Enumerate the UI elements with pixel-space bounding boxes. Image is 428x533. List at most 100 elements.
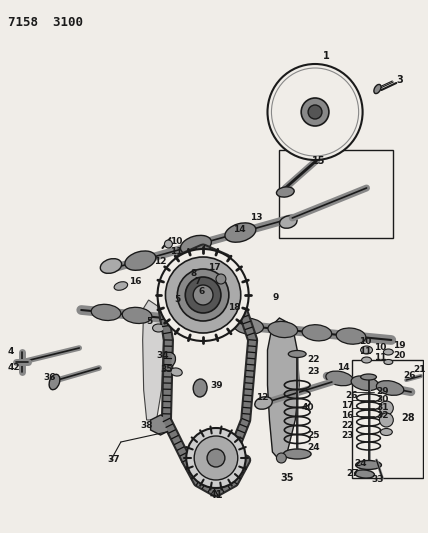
Text: 42: 42	[8, 364, 21, 373]
Text: 22: 22	[307, 356, 320, 365]
Text: 29: 29	[377, 387, 389, 397]
Text: 23: 23	[341, 431, 353, 440]
Text: 8: 8	[190, 270, 196, 279]
Text: 7: 7	[194, 278, 201, 287]
Circle shape	[177, 269, 229, 321]
Ellipse shape	[361, 346, 372, 354]
Text: 37: 37	[107, 456, 119, 464]
Ellipse shape	[122, 308, 152, 324]
Circle shape	[193, 285, 213, 305]
Text: 26: 26	[345, 391, 357, 400]
Ellipse shape	[196, 314, 226, 330]
Text: 33: 33	[372, 475, 384, 484]
Text: 34: 34	[157, 351, 169, 359]
Ellipse shape	[268, 321, 297, 337]
Ellipse shape	[100, 259, 122, 273]
Circle shape	[301, 98, 329, 126]
Text: 23: 23	[307, 367, 320, 376]
Ellipse shape	[114, 282, 128, 290]
Ellipse shape	[376, 381, 404, 395]
Text: 15: 15	[312, 156, 326, 166]
Ellipse shape	[384, 359, 393, 365]
Ellipse shape	[49, 374, 60, 390]
Polygon shape	[151, 415, 170, 435]
Ellipse shape	[276, 187, 294, 197]
Circle shape	[166, 257, 241, 333]
Text: 6: 6	[198, 287, 205, 296]
Ellipse shape	[225, 223, 256, 242]
Circle shape	[380, 401, 393, 415]
Ellipse shape	[283, 449, 311, 459]
Text: 24: 24	[307, 443, 320, 453]
Circle shape	[216, 274, 226, 284]
Text: 26: 26	[403, 370, 416, 379]
Text: 28: 28	[401, 413, 415, 423]
Circle shape	[158, 249, 249, 341]
Ellipse shape	[181, 236, 211, 255]
Circle shape	[164, 240, 172, 248]
Ellipse shape	[362, 357, 372, 363]
Text: 5: 5	[147, 318, 153, 327]
Text: 17: 17	[208, 263, 221, 272]
Text: 39: 39	[210, 381, 223, 390]
Ellipse shape	[91, 304, 121, 320]
Text: 31: 31	[377, 403, 389, 413]
Text: 12: 12	[256, 393, 268, 402]
Text: 11: 11	[374, 353, 387, 362]
Ellipse shape	[326, 371, 353, 386]
Text: 32: 32	[377, 411, 389, 421]
Text: 5: 5	[174, 295, 181, 304]
Text: 22: 22	[341, 421, 353, 430]
Circle shape	[268, 64, 363, 160]
Text: 30: 30	[377, 395, 389, 405]
Text: 14: 14	[233, 225, 245, 235]
Ellipse shape	[170, 368, 182, 376]
Ellipse shape	[234, 318, 264, 334]
Ellipse shape	[383, 349, 393, 355]
Text: 10: 10	[170, 238, 183, 246]
Text: 35: 35	[281, 473, 294, 483]
Text: 24: 24	[355, 459, 367, 469]
Text: 11: 11	[170, 247, 183, 256]
Text: 40: 40	[301, 403, 314, 413]
Circle shape	[207, 449, 225, 467]
Text: 10: 10	[359, 337, 371, 346]
Text: 10: 10	[374, 343, 387, 352]
Circle shape	[380, 413, 393, 427]
Polygon shape	[268, 318, 299, 460]
Circle shape	[194, 436, 238, 480]
Ellipse shape	[160, 311, 189, 327]
Ellipse shape	[193, 379, 207, 397]
Ellipse shape	[380, 429, 392, 435]
Text: 17: 17	[341, 400, 354, 409]
Bar	[352, 360, 423, 478]
Text: 20: 20	[393, 351, 406, 360]
Circle shape	[185, 277, 221, 313]
Polygon shape	[143, 300, 163, 420]
Ellipse shape	[152, 324, 164, 332]
Ellipse shape	[356, 461, 381, 470]
Text: 14: 14	[337, 364, 350, 373]
Text: 16: 16	[129, 278, 141, 287]
Text: 36: 36	[44, 374, 56, 383]
Text: 13: 13	[250, 214, 262, 222]
Ellipse shape	[302, 325, 332, 341]
Text: 25: 25	[307, 432, 320, 440]
Text: 9: 9	[273, 294, 279, 303]
Text: 19: 19	[393, 342, 406, 351]
Circle shape	[276, 453, 286, 463]
Circle shape	[186, 428, 246, 488]
Text: 18: 18	[228, 303, 241, 312]
Ellipse shape	[355, 470, 374, 478]
Ellipse shape	[165, 353, 175, 367]
Ellipse shape	[361, 374, 377, 380]
Text: 11: 11	[359, 348, 371, 357]
Text: 7158  3100: 7158 3100	[8, 16, 83, 29]
Text: 4: 4	[8, 348, 14, 357]
Text: 38: 38	[141, 421, 153, 430]
Circle shape	[308, 105, 322, 119]
Ellipse shape	[255, 397, 272, 409]
Text: 41: 41	[209, 490, 223, 500]
Text: 3: 3	[396, 75, 403, 85]
Text: 12: 12	[154, 257, 166, 266]
